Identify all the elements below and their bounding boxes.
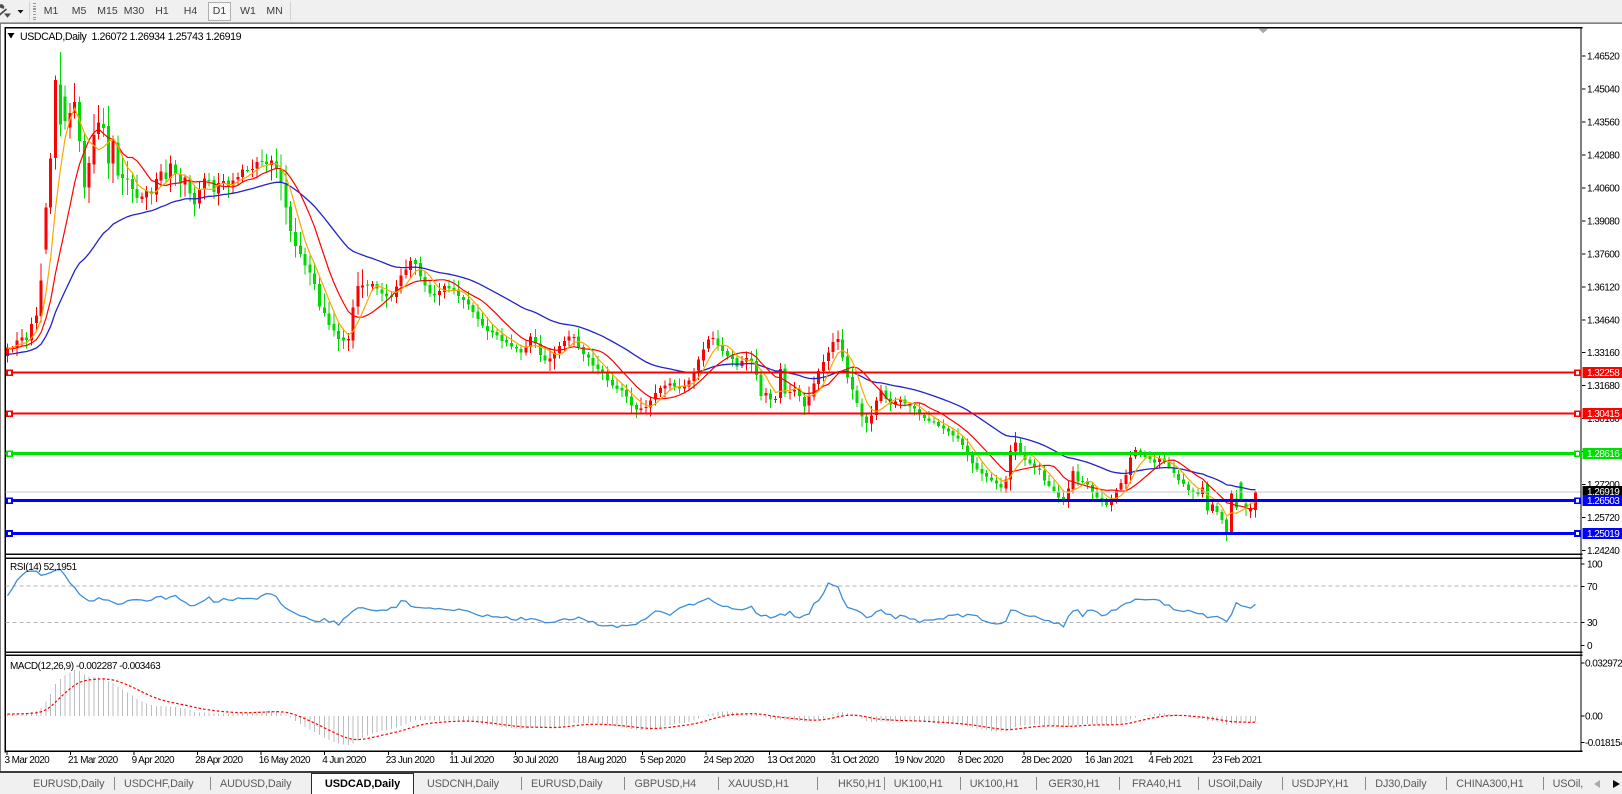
svg-text:4 Jun 2020: 4 Jun 2020 <box>322 755 367 766</box>
svg-text:RSI(14) 52,1951: RSI(14) 52,1951 <box>10 562 78 573</box>
svg-text:1.26503: 1.26503 <box>1587 496 1620 507</box>
svg-text:30: 30 <box>1587 618 1598 629</box>
svg-text:70: 70 <box>1587 582 1598 593</box>
svg-text:100: 100 <box>1587 559 1603 570</box>
svg-text:1.24240: 1.24240 <box>1587 546 1620 557</box>
svg-text:16 Jan 2021: 16 Jan 2021 <box>1085 755 1134 766</box>
svg-text:8 Dec 2020: 8 Dec 2020 <box>958 755 1004 766</box>
svg-text:0.00: 0.00 <box>1585 712 1603 723</box>
svg-text:28 Dec 2020: 28 Dec 2020 <box>1021 755 1072 766</box>
svg-text:MACD(12,26,9) -0.002287 -0.003: MACD(12,26,9) -0.002287 -0.003463 <box>10 661 161 672</box>
svg-text:1.39080: 1.39080 <box>1587 216 1620 227</box>
svg-text:1.43560: 1.43560 <box>1587 117 1620 128</box>
svg-text:1.34640: 1.34640 <box>1587 315 1620 326</box>
svg-text:1.40600: 1.40600 <box>1587 183 1620 194</box>
svg-text:1.30415: 1.30415 <box>1587 409 1620 420</box>
svg-text:11 Jul 2020: 11 Jul 2020 <box>449 755 494 766</box>
svg-text:3 Mar 2020: 3 Mar 2020 <box>5 755 51 766</box>
svg-text:0: 0 <box>1587 641 1593 652</box>
svg-text:30 Jul 2020: 30 Jul 2020 <box>513 755 559 766</box>
svg-text:5 Sep 2020: 5 Sep 2020 <box>640 755 686 766</box>
svg-text:9 Apr 2020: 9 Apr 2020 <box>132 755 175 766</box>
svg-text:23 Feb 2021: 23 Feb 2021 <box>1212 755 1263 766</box>
svg-text:1.42080: 1.42080 <box>1587 150 1620 161</box>
svg-text:1.28616: 1.28616 <box>1587 449 1620 460</box>
svg-text:18 Aug 2020: 18 Aug 2020 <box>576 755 627 766</box>
svg-text:1.31680: 1.31680 <box>1587 381 1620 392</box>
svg-text:31 Oct 2020: 31 Oct 2020 <box>831 755 880 766</box>
svg-text:23 Jun 2020: 23 Jun 2020 <box>386 755 435 766</box>
svg-text:USDCAD,Daily 1.26072 1.26934: USDCAD,Daily 1.26072 1.26934 1.25743 1.2… <box>20 31 242 43</box>
svg-text:4 Feb 2021: 4 Feb 2021 <box>1148 755 1194 766</box>
svg-text:1.27200: 1.27200 <box>1587 480 1620 491</box>
svg-text:21 Mar 2020: 21 Mar 2020 <box>68 755 119 766</box>
svg-text:1.33160: 1.33160 <box>1587 348 1620 359</box>
svg-text:1.36120: 1.36120 <box>1587 282 1620 293</box>
svg-text:1.26919: 1.26919 <box>1587 487 1620 498</box>
svg-text:28 Apr 2020: 28 Apr 2020 <box>195 755 243 766</box>
svg-text:-0.018154: -0.018154 <box>1585 738 1622 749</box>
svg-text:19 Nov 2020: 19 Nov 2020 <box>894 755 945 766</box>
svg-text:1.37600: 1.37600 <box>1587 249 1620 260</box>
svg-text:1.25720: 1.25720 <box>1587 513 1620 524</box>
svg-text:1.46520: 1.46520 <box>1587 52 1620 63</box>
svg-text:13 Oct 2020: 13 Oct 2020 <box>767 755 816 766</box>
svg-text:0.032972: 0.032972 <box>1585 659 1622 670</box>
svg-text:1.32258: 1.32258 <box>1587 368 1620 379</box>
svg-text:1.25019: 1.25019 <box>1587 529 1620 540</box>
svg-text:16 May 2020: 16 May 2020 <box>259 755 311 766</box>
svg-text:1.30160: 1.30160 <box>1587 414 1620 425</box>
svg-text:1.45040: 1.45040 <box>1587 85 1620 96</box>
svg-text:24 Sep 2020: 24 Sep 2020 <box>704 755 755 766</box>
